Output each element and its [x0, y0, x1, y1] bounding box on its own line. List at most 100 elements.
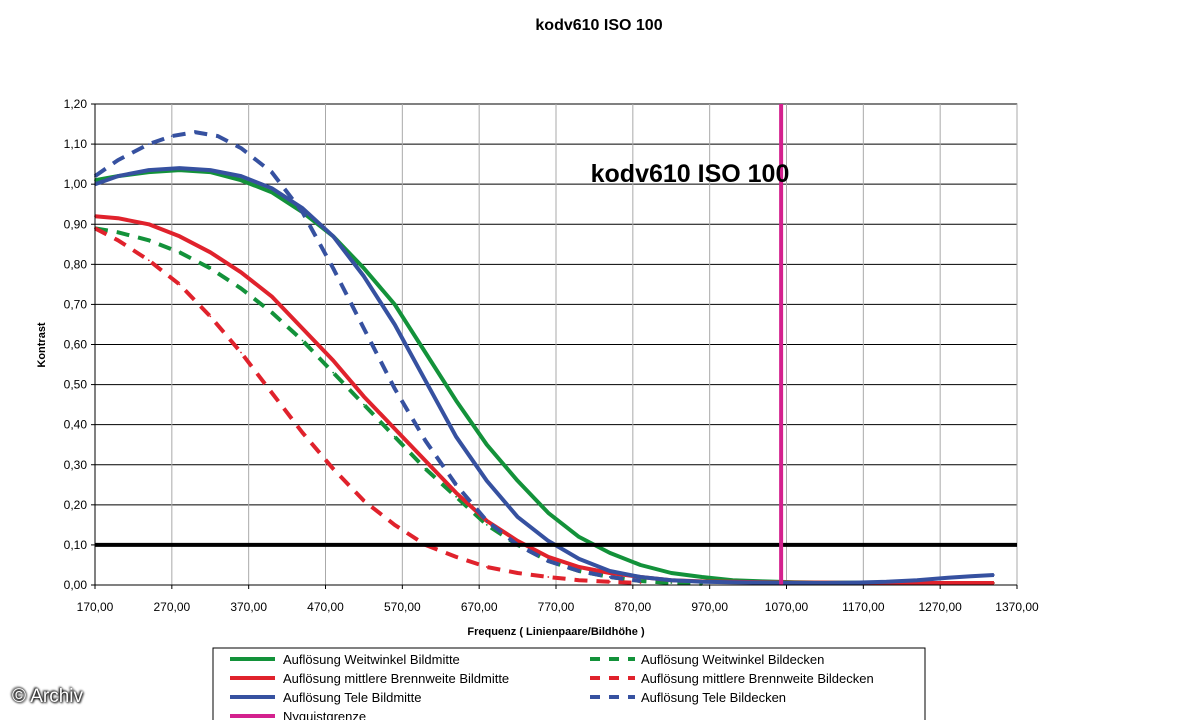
data-point [301, 339, 304, 342]
x-tick-label: 170,00 [77, 600, 114, 614]
x-tick-label: 1070,00 [765, 600, 809, 614]
data-point [854, 581, 857, 584]
data-point [270, 391, 273, 394]
data-point [547, 576, 550, 578]
series-layer [93, 130, 995, 586]
data-point [516, 540, 519, 542]
data-point [547, 556, 550, 558]
data-point [970, 575, 972, 578]
legend: Auflösung Weitwinkel Bildmitte Auflösung … [212, 647, 926, 720]
data-point [393, 387, 396, 390]
reference-lines [95, 104, 1017, 585]
data-point [117, 217, 119, 220]
data-point [485, 443, 488, 446]
data-point [209, 251, 212, 254]
data-point [701, 576, 703, 578]
data-point [455, 435, 457, 438]
data-point [270, 191, 273, 194]
data-point [424, 351, 427, 354]
data-point [993, 582, 995, 584]
data-point [547, 512, 550, 514]
data-point [147, 239, 150, 242]
data-point [178, 251, 181, 254]
data-point [824, 582, 826, 584]
data-point [485, 566, 488, 568]
chart-title: kodv610 ISO 100 [535, 17, 662, 34]
data-point [147, 223, 150, 226]
legend-label: Auflösung Weitwinkel Bildecken [641, 652, 824, 667]
data-point [332, 467, 335, 470]
data-point [147, 169, 150, 172]
data-point [424, 379, 427, 382]
series-line-aufloesung-tele-bildecken [93, 130, 641, 583]
data-point [547, 540, 550, 542]
data-point [117, 239, 119, 242]
data-point [485, 520, 488, 522]
data-point [516, 516, 519, 518]
data-point [393, 435, 396, 438]
data-point [363, 403, 365, 406]
data-point [393, 303, 396, 306]
y-tick-label: 1,20 [64, 97, 88, 111]
data-point [117, 231, 119, 234]
data-point [916, 579, 918, 582]
data-point [793, 582, 796, 584]
data-point [608, 570, 611, 572]
x-tick-label: 670,00 [461, 600, 498, 614]
data-point [516, 572, 519, 574]
y-tick-label: 0,60 [64, 338, 88, 352]
data-point [885, 580, 888, 583]
data-point [393, 427, 396, 430]
data-point [240, 287, 242, 290]
x-tick-label: 370,00 [230, 600, 267, 614]
legend-label: Auflösung Weitwinkel Bildmitte [283, 652, 460, 667]
data-point [332, 359, 335, 362]
data-point [516, 479, 519, 482]
x-tick-label: 1270,00 [918, 600, 962, 614]
data-point [393, 323, 396, 326]
data-point [578, 579, 580, 582]
data-point [578, 558, 580, 560]
data-point [147, 259, 150, 262]
x-tick-label: 970,00 [691, 600, 728, 614]
y-tick-label: 0,20 [64, 498, 88, 512]
data-point [332, 267, 335, 270]
data-point [270, 311, 273, 314]
data-point [209, 267, 212, 270]
data-point [731, 581, 734, 584]
data-point [209, 315, 212, 318]
data-point [209, 169, 212, 172]
data-point [947, 582, 949, 584]
data-point [117, 159, 119, 162]
x-tick-label: 1370,00 [995, 600, 1039, 614]
data-point [270, 187, 273, 190]
data-point [178, 283, 181, 286]
data-point [194, 131, 196, 134]
axes: 0,00 0,10 0,20 0,30 0,40 0,50 0,60 0,70 0,80 0,90… [64, 97, 1039, 614]
data-point [639, 576, 642, 578]
y-tick-label: 0,30 [64, 458, 88, 472]
data-point [178, 235, 181, 238]
data-point [578, 536, 580, 538]
x-axis-label: Frequenz ( Linienpaare/Bildhöhe ) [467, 626, 645, 638]
data-point [363, 499, 365, 502]
data-point [916, 582, 918, 584]
data-point [608, 576, 611, 578]
data-point [178, 167, 181, 170]
y-tick-label: 1,10 [64, 137, 88, 151]
legend-label: Auflösung mittlere Brennweite Bildecken [641, 671, 874, 686]
x-tick-label: 870,00 [614, 600, 651, 614]
data-point [301, 431, 304, 434]
data-point [947, 576, 949, 579]
legend-label: Auflösung Tele Bildecken [641, 690, 786, 705]
y-tick-label: 0,00 [64, 578, 88, 592]
data-point [363, 327, 365, 330]
data-point [240, 175, 242, 178]
watermark: © Archiv [12, 686, 84, 707]
data-point [578, 570, 580, 572]
data-point [424, 459, 427, 462]
data-point [363, 395, 365, 398]
x-tick-label: 770,00 [538, 600, 575, 614]
x-tick-label: 270,00 [153, 600, 190, 614]
data-point [117, 175, 119, 178]
